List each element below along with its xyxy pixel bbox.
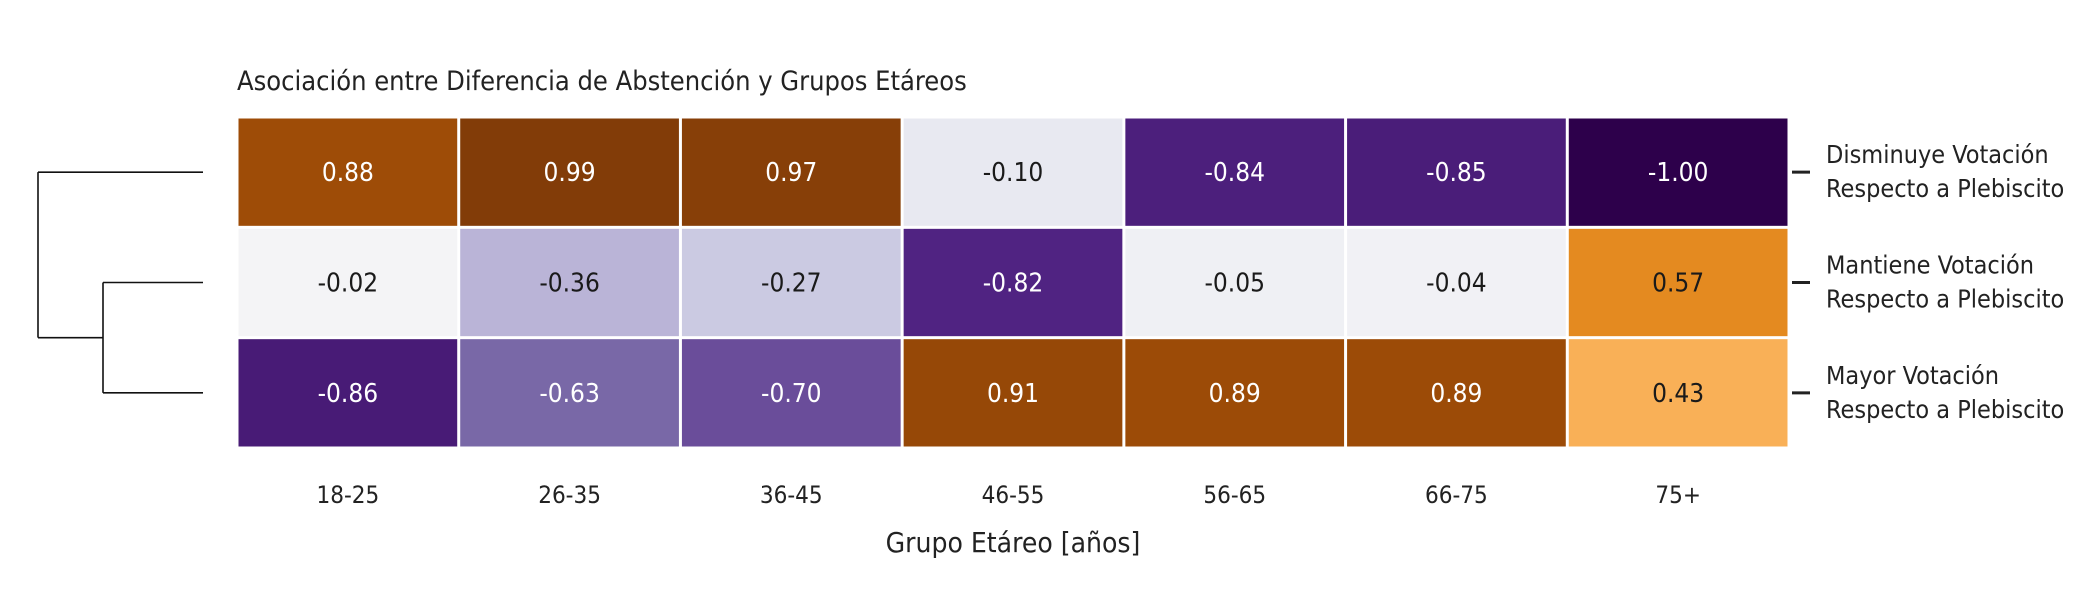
heatmap-cell <box>1347 339 1566 447</box>
cell-value-label: -0.02 <box>318 269 379 299</box>
cell-value-label: -0.84 <box>1204 158 1265 188</box>
cell-value-label: -0.04 <box>1426 269 1487 299</box>
heatmap-cell <box>1125 118 1345 226</box>
cell-value-label: -0.86 <box>318 379 379 409</box>
x-tick-label: 36-45 <box>760 481 823 509</box>
cell-value-label: 0.43 <box>1652 379 1704 409</box>
x-axis-ticks: 18-25 26-35 36-45 46-55 56-65 66-75 75+ <box>316 481 1700 509</box>
y-tick-label: Disminuye Votación Respecto a Plebiscito <box>1826 140 2064 203</box>
x-tick-label: 66-75 <box>1425 481 1488 509</box>
heatmap-cell <box>1568 339 1788 447</box>
heatmap-cell <box>681 118 901 226</box>
x-tick-label: 46-55 <box>982 481 1045 509</box>
cell-value-label: -0.85 <box>1426 158 1487 188</box>
chart-title: Asociación entre Diferencia de Abstenció… <box>237 66 967 97</box>
heatmap-cell <box>1568 118 1788 226</box>
y-tick-label: Mayor Votación Respecto a Plebiscito <box>1826 361 2064 424</box>
heatmap-cell <box>903 118 1123 226</box>
heatmap-cell <box>460 339 679 447</box>
heatmap-cell <box>681 339 901 447</box>
cell-value-label: -0.63 <box>539 379 600 409</box>
cell-value-label: -0.27 <box>761 269 822 299</box>
x-tick-label: 26-35 <box>538 481 601 509</box>
cell-value-label: -0.10 <box>983 158 1044 188</box>
heatmap-cell <box>238 118 458 226</box>
cell-value-label: 0.57 <box>1652 269 1704 299</box>
cell-value-label: 0.89 <box>1209 379 1261 409</box>
cell-value-label: -0.70 <box>761 379 822 409</box>
heatmap-cell <box>1125 339 1345 447</box>
cell-value-label: 0.89 <box>1430 379 1482 409</box>
cell-value-label: 0.99 <box>544 158 596 188</box>
x-tick-label: 75+ <box>1655 481 1701 509</box>
y-tick-label: Mantiene Votación Respecto a Plebiscito <box>1826 251 2064 314</box>
cell-value-label: -0.82 <box>983 269 1044 299</box>
x-axis-label: Grupo Etáreo [años] <box>886 526 1141 559</box>
heatmap-cell <box>681 228 901 337</box>
cell-value-label: 0.88 <box>322 158 374 188</box>
heatmap-cell <box>460 118 679 226</box>
x-tick-label: 18-25 <box>316 481 379 509</box>
cell-value-label: 0.91 <box>987 379 1039 409</box>
row-dendrogram <box>37 171 203 394</box>
heatmap-cell <box>1347 228 1566 337</box>
heatmap-cell <box>1568 228 1788 337</box>
cell-value-label: -0.05 <box>1204 269 1265 299</box>
heatmap-cell <box>238 228 458 337</box>
y-axis-ticks: Disminuye Votación Respecto a Plebiscito M… <box>1792 140 2064 424</box>
heatmap-cell <box>903 228 1123 337</box>
heatmap-cell <box>1347 118 1566 226</box>
heatmap-cell <box>460 228 679 337</box>
heatmap-cell <box>1125 228 1345 337</box>
cell-value-label: -1.00 <box>1648 158 1709 188</box>
heatmap-cells: 0.88 0.99 0.97 -0.10 -0.84 -0.85 -1.00 -0.02 -0.… <box>238 118 1788 447</box>
x-tick-label: 56-65 <box>1203 481 1266 509</box>
heatmap-cell <box>238 339 458 447</box>
heatmap-cell <box>903 339 1123 447</box>
cell-value-label: -0.36 <box>539 269 600 299</box>
cell-value-label: 0.97 <box>765 158 817 188</box>
